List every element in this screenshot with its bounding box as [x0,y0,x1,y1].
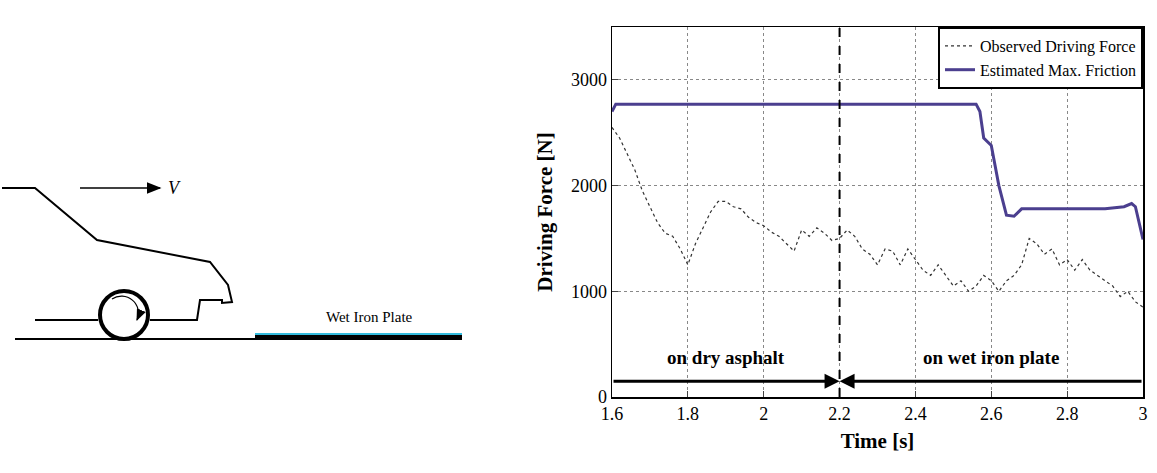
svg-text:2.2: 2.2 [828,404,851,424]
svg-text:2.8: 2.8 [1056,404,1079,424]
svg-text:on wet iron plate: on wet iron plate [923,347,1059,368]
svg-text:3000: 3000 [571,70,607,90]
svg-text:3: 3 [1139,404,1148,424]
svg-text:V: V [168,178,181,198]
svg-text:on dry asphalt: on dry asphalt [667,347,785,368]
svg-text:2.6: 2.6 [980,404,1003,424]
svg-text:2000: 2000 [571,176,607,196]
svg-text:2.4: 2.4 [904,404,927,424]
svg-text:Driving Force [N]: Driving Force [N] [533,132,557,291]
svg-text:1.8: 1.8 [677,404,700,424]
svg-text:Time [s]: Time [s] [841,429,915,453]
svg-text:2: 2 [759,404,768,424]
svg-text:Wet Iron Plate: Wet Iron Plate [326,309,413,325]
svg-text:Observed Driving Force: Observed Driving Force [980,38,1136,56]
svg-text:1000: 1000 [571,282,607,302]
svg-text:Estimated Max. Friction: Estimated Max. Friction [980,62,1136,79]
svg-text:0: 0 [598,387,607,407]
svg-text:1.6: 1.6 [601,404,624,424]
